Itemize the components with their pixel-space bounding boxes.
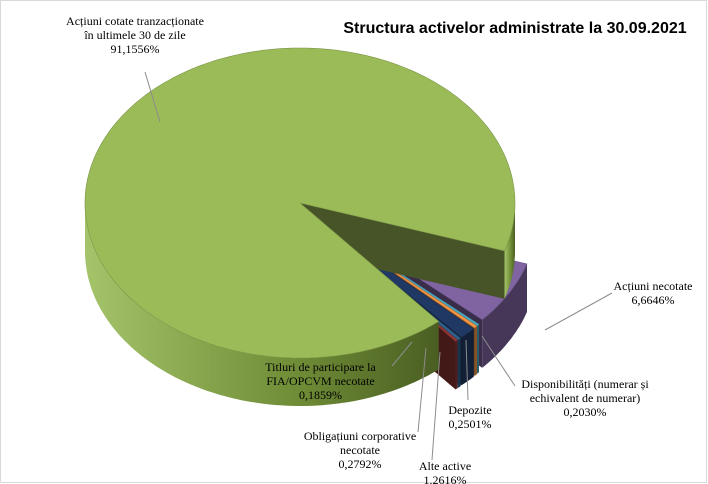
pie [84,47,528,406]
leader-lines [144,71,613,461]
pie-slice [84,47,516,406]
slice-top [84,47,516,359]
value-label: 0,2501% [448,417,492,431]
value-label: 6,6646% [631,293,675,307]
leader-line [144,71,161,123]
category-label: Obligațiuni corporative necotate [303,429,417,457]
chart-title: Structura activelor administrate la 30.0… [343,20,687,37]
slice-side [482,264,527,368]
slice-wall [300,203,505,299]
leader-line [417,347,427,433]
slice-side [474,326,477,376]
leader-line [431,351,441,461]
slice-side [504,203,515,299]
category-label: Acțiuni necotate [613,279,693,293]
category-label: Depozite [448,403,492,417]
category-label: Titluri de participare la FIA/OPCVM neco… [265,360,376,388]
value-label: 1,2616% [423,473,467,484]
slice-label: Alte active 1,2616% [410,459,480,484]
leader-line [391,341,413,367]
category-label: Disponibilități (numerar și echivalent d… [521,377,649,405]
slice-label: Disponibilități (numerar și echivalent d… [505,377,665,419]
slice-side [455,340,458,390]
category-label: Alte active [418,459,472,473]
slice-side [85,203,439,406]
category-label: Acțiuni cotate tranzacționate în ultimel… [66,14,204,42]
value-label: 91,1556% [110,42,160,56]
slice-side [477,324,479,374]
value-label: 0,1859% [299,388,342,402]
value-label: 0,2792% [338,457,382,471]
slice-side [457,338,461,388]
slice-label: Titluri de participare la FIA/OPCVM neco… [238,360,403,402]
leader-line [544,292,613,331]
slice-label: Acțiuni cotate tranzacționate în ultimel… [65,14,205,56]
slice-label: Depozite 0,2501% [435,403,505,431]
slice-label: Obligațiuni corporative necotate 0,2792% [290,429,430,471]
leader-line [465,339,469,401]
slice-side [461,328,474,386]
leader-line [481,335,516,387]
value-label: 0,2030% [563,405,607,419]
slice-label: Acțiuni necotate 6,6646% [598,279,708,307]
